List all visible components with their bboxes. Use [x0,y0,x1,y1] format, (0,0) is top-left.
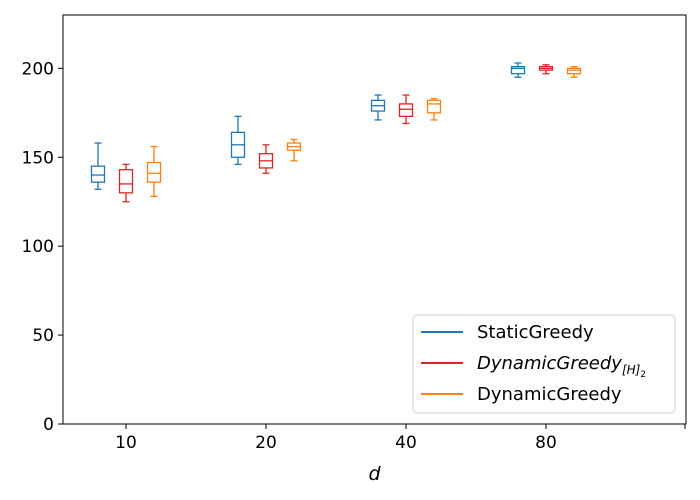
box-body [426,99,442,114]
legend: StaticGreedyDynamicGreedy[H]2DynamicGree… [412,314,676,414]
x-tick-label: 20 [255,433,277,453]
legend-label: DynamicGreedy[H]2 [477,353,646,380]
x-tick-label: 80 [535,433,557,453]
axes: 0 50 100 150 200 10 20 40 80 [22,59,686,453]
box-body [566,67,582,75]
x-tick-label: 40 [395,433,417,453]
box-body [510,65,526,75]
legend-label-subscript2: 2 [640,370,646,380]
box-body [398,103,414,118]
box-body [90,165,106,183]
legend-label: StaticGreedy [477,322,594,343]
y-tick-label: 50 [32,326,54,346]
legend-label-subscript: [H] [622,363,641,377]
box-body [146,161,162,183]
plot-elements [90,62,582,203]
legend-box [412,314,676,414]
y-tick-label: 200 [22,59,54,79]
box-body [118,169,134,194]
series-boxes [146,65,582,198]
legend-label-main: DynamicGreedy [477,353,622,374]
series-boxes [118,64,554,203]
series-boxes [90,62,526,190]
plot-frame [62,14,687,425]
x-tick-label: 10 [115,433,137,453]
y-tick-label: 0 [43,415,54,435]
legend-label: DynamicGreedy [477,384,622,405]
x-axis-label: d [368,463,381,485]
y-tick-label: 100 [22,237,54,257]
y-tick-label: 150 [22,148,54,168]
